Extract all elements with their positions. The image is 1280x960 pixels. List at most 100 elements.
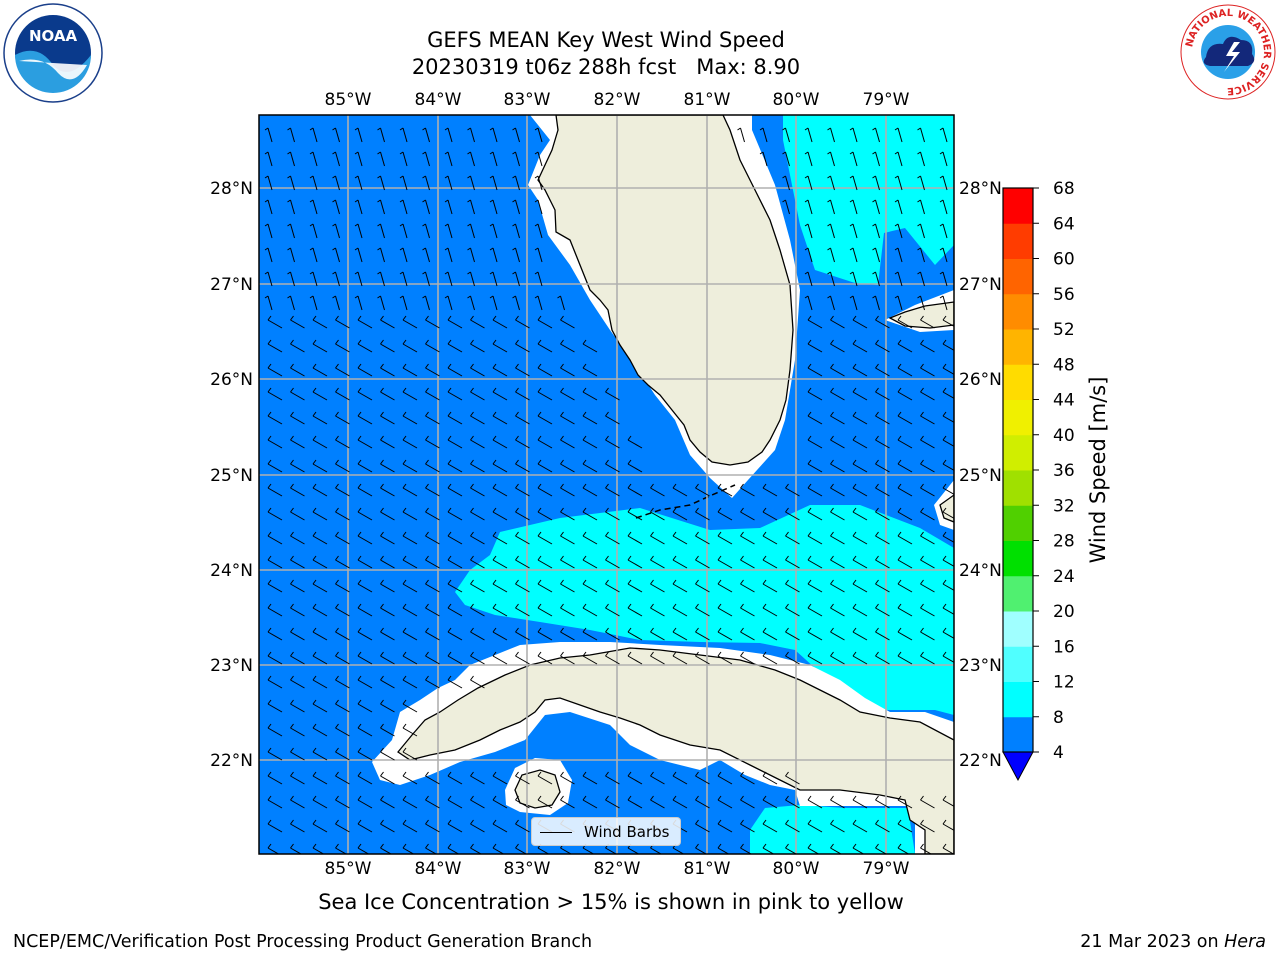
- wind-barb: [849, 175, 858, 191]
- wind-barb: [290, 627, 305, 641]
- wind-barb: [264, 271, 273, 287]
- wind-barb: [357, 555, 373, 569]
- wind-barb: [354, 199, 363, 215]
- wind-barb: [357, 603, 373, 617]
- wind-barb: [290, 771, 305, 785]
- wind-barb: [402, 339, 418, 353]
- wind-barb: [804, 223, 813, 239]
- wind-barb: [560, 339, 575, 353]
- wind-barb: [605, 483, 620, 497]
- wind-barb: [807, 627, 823, 641]
- wind-barb: [534, 271, 543, 287]
- wind-barb: [287, 151, 295, 167]
- wind-barb: [309, 247, 318, 263]
- wind-barb: [894, 199, 903, 215]
- wind-barb: [357, 747, 373, 761]
- wind-barb: [335, 795, 350, 809]
- wind-barb: [267, 555, 283, 569]
- wind-barb: [489, 223, 498, 239]
- wind-barb: [312, 483, 328, 497]
- wind-barb: [762, 627, 778, 641]
- wind-barb: [357, 699, 373, 713]
- wind-barb: [290, 411, 305, 425]
- wind-barb: [492, 819, 508, 833]
- wind-barb: [402, 459, 418, 473]
- wind-barb: [312, 531, 328, 545]
- wind-barb: [605, 387, 620, 401]
- wind-barb: [402, 435, 418, 449]
- wind-barb: [560, 435, 575, 449]
- wind-barb: [917, 199, 925, 215]
- wind-barb: [312, 627, 328, 641]
- wind-barb: [470, 627, 485, 641]
- wind-barb: [335, 555, 350, 569]
- wind-barb: [515, 651, 530, 665]
- wind-barb: [515, 507, 530, 521]
- wind-barb: [875, 651, 890, 665]
- wind-barb: [740, 603, 755, 617]
- wind-barb: [354, 295, 363, 311]
- wind-barb: [444, 127, 453, 143]
- wind-barb: [939, 295, 948, 311]
- wind-barb: [875, 795, 890, 809]
- colorbar-tick-16: 16: [1053, 637, 1075, 657]
- wind-barb: [942, 339, 954, 351]
- wind-barb: [447, 651, 463, 665]
- wind-barb: [942, 627, 954, 639]
- wind-barb: [695, 771, 710, 785]
- wind-barb: [605, 507, 620, 521]
- wind-barb: [650, 627, 665, 641]
- wind-barb: [290, 651, 305, 665]
- wind-barb: [399, 127, 408, 143]
- wind-barb: [380, 795, 395, 809]
- wind-barb: [467, 199, 475, 215]
- wind-barb: [332, 151, 340, 167]
- wind-barb: [357, 339, 373, 353]
- wind-barb: [897, 435, 913, 449]
- wind-barb: [740, 507, 755, 521]
- wind-barb: [740, 531, 755, 545]
- lon-label-bottom-81w: 81°W: [684, 859, 731, 879]
- wind-barb: [852, 363, 868, 377]
- wind-barb: [335, 603, 350, 617]
- wind-barb: [807, 387, 823, 401]
- wind-barb: [402, 531, 418, 545]
- wind-barb: [380, 819, 395, 833]
- wind-barb: [560, 603, 575, 617]
- wind-barb: [939, 223, 948, 239]
- wind-barb: [470, 795, 485, 809]
- legend-box: Wind Barbs: [531, 817, 681, 846]
- wind-barb: [695, 795, 710, 809]
- lon-label-top-79w: 79°W: [863, 90, 910, 110]
- wind-barb: [672, 531, 688, 545]
- wind-barb: [942, 651, 954, 663]
- wind-barb: [875, 507, 890, 521]
- wind-barb: [380, 603, 395, 617]
- wind-barb: [492, 651, 508, 665]
- wind-barb: [380, 555, 395, 569]
- wind-barb: [357, 795, 373, 809]
- wind-barb: [537, 555, 553, 569]
- wind-barb: [290, 531, 305, 545]
- wind-barb: [402, 699, 418, 713]
- wind-barb: [695, 603, 710, 617]
- wind-barb: [849, 223, 858, 239]
- wind-barb: [312, 699, 328, 713]
- wind-8-12-region-north-atlantic: [783, 115, 954, 285]
- wind-barb: [672, 483, 688, 497]
- wind-barb: [444, 175, 453, 191]
- lon-label-top-81w: 81°W: [684, 90, 731, 110]
- wind-barb: [807, 339, 823, 353]
- wind-barb: [852, 387, 868, 401]
- wind-barb: [380, 411, 395, 425]
- wind-barb: [875, 603, 890, 617]
- wind-barb: [830, 435, 845, 449]
- wind-barb: [917, 271, 925, 287]
- wind-barb: [290, 315, 305, 329]
- colorbar-tick-28: 28: [1053, 532, 1075, 552]
- wind-barb: [425, 363, 440, 377]
- wind-barb: [402, 411, 418, 425]
- wind-barb: [290, 339, 305, 353]
- wind-barb: [627, 771, 643, 785]
- wind-barb: [309, 151, 318, 167]
